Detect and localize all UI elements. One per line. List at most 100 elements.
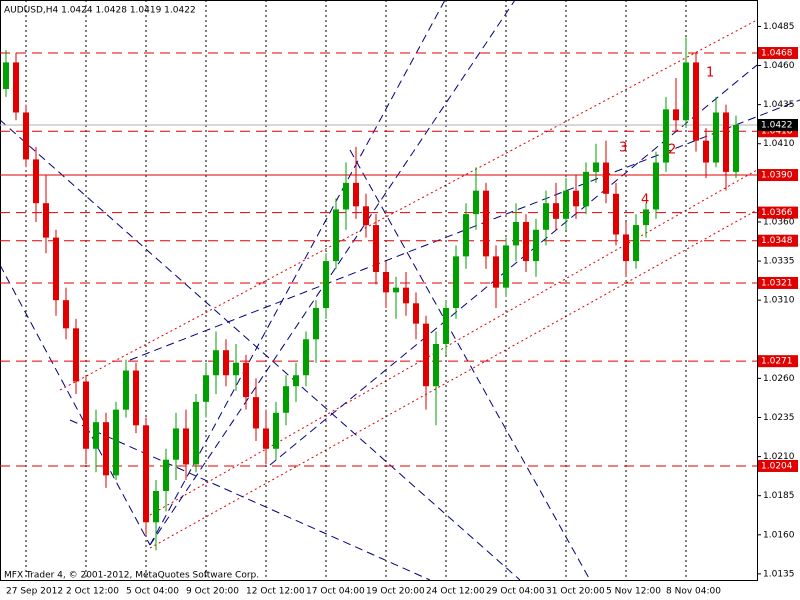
candle-body xyxy=(543,203,549,230)
candle-body xyxy=(613,193,619,235)
candle-body xyxy=(553,203,559,219)
y-tick-label: 1.0235 xyxy=(763,413,795,423)
candle-body xyxy=(203,375,209,402)
level-label: 1.0321 xyxy=(761,278,793,288)
x-tick-label: 24 Oct 12:00 xyxy=(426,587,485,597)
candle-body xyxy=(663,109,669,163)
annotation: 1 xyxy=(706,66,714,81)
candle-body xyxy=(113,409,119,476)
candle-body xyxy=(533,229,539,262)
level-label-box xyxy=(758,276,798,289)
candle-body xyxy=(213,350,219,376)
candle-body xyxy=(523,221,529,262)
candle-body xyxy=(253,397,259,429)
candle-body xyxy=(643,209,649,226)
y-tick-label: 1.0160 xyxy=(763,530,795,540)
candle-body xyxy=(33,159,39,204)
trend-line xyxy=(149,0,516,546)
candle-body xyxy=(353,182,359,207)
y-tick-label: 1.0360 xyxy=(763,217,795,227)
y-tick-label: 1.0135 xyxy=(763,569,795,579)
candle-body xyxy=(3,62,9,90)
plot-frame xyxy=(0,0,758,581)
y-tick-label: 1.0435 xyxy=(763,100,795,110)
x-tick-label: 17 Oct 04:00 xyxy=(306,587,365,597)
candle-body xyxy=(483,190,489,257)
candle-body xyxy=(513,221,519,246)
level-label: 1.0418 xyxy=(761,127,793,137)
x-tick-label: 29 Oct 04:00 xyxy=(486,587,545,597)
candle-body xyxy=(83,381,89,449)
y-tick-label: 1.0210 xyxy=(763,452,795,462)
candle-body xyxy=(733,124,739,172)
annotation: 3 xyxy=(619,141,627,156)
candle-body xyxy=(393,287,399,293)
trend-line xyxy=(69,419,431,581)
candle-body xyxy=(433,343,439,387)
level-label-box xyxy=(758,206,798,219)
y-tick-label: 1.0260 xyxy=(763,374,795,384)
level-label: 1.0204 xyxy=(761,461,793,471)
candle-body xyxy=(303,339,309,376)
candle-body xyxy=(703,140,709,163)
candle-body xyxy=(143,425,149,523)
candle-body xyxy=(313,307,319,340)
current-price-box xyxy=(758,118,798,131)
candle-body xyxy=(423,323,429,387)
level-label-box xyxy=(758,459,798,472)
candle-body xyxy=(13,62,19,113)
channel-line xyxy=(149,169,758,516)
candle-body xyxy=(193,401,199,465)
chart-title: AUDUSD,H4 1.0424 1.0428 1.0419 1.0422 xyxy=(4,6,196,16)
x-tick-label: 9 Oct 20:00 xyxy=(186,587,239,597)
candle-body xyxy=(693,62,699,141)
candle-body xyxy=(723,112,729,172)
candle-body xyxy=(473,190,479,215)
candle-body xyxy=(653,162,659,210)
candle-body xyxy=(293,375,299,387)
channel-line xyxy=(149,209,758,549)
y-tick-label: 1.0185 xyxy=(763,491,795,501)
current-price-label: 1.0422 xyxy=(761,120,793,130)
level-label: 1.0348 xyxy=(761,236,793,246)
candle-body xyxy=(153,490,159,523)
x-tick-label: 5 Nov 12:00 xyxy=(606,587,661,597)
candle-body xyxy=(593,162,599,172)
level-label: 1.0390 xyxy=(761,171,793,181)
level-label: 1.0366 xyxy=(761,208,793,218)
candle-body xyxy=(173,428,179,460)
candle-body xyxy=(263,428,269,449)
candle-body xyxy=(283,386,289,413)
annotation: 2 xyxy=(668,143,676,158)
candle-body xyxy=(493,256,499,288)
x-tick-label: 27 Sep 2012 xyxy=(6,587,63,597)
candle-body xyxy=(123,370,129,410)
candle-body xyxy=(43,203,49,238)
y-tick-label: 1.0335 xyxy=(763,257,795,267)
candle-body xyxy=(583,171,589,207)
candle-body xyxy=(373,225,379,273)
candle-body xyxy=(93,422,99,449)
candle-body xyxy=(573,190,579,207)
candle-body xyxy=(53,237,59,301)
candle-body xyxy=(413,303,419,324)
candle-body xyxy=(443,307,449,344)
level-label-box xyxy=(758,47,798,60)
y-tick-label: 1.0410 xyxy=(763,139,795,149)
candle-body xyxy=(633,225,639,262)
y-tick-label: 1.0460 xyxy=(763,61,795,71)
candle-body xyxy=(453,256,459,308)
x-tick-label: 8 Nov 04:00 xyxy=(666,587,721,597)
trend-line xyxy=(0,119,521,581)
trend-line xyxy=(0,264,151,546)
x-tick-label: 19 Oct 20:00 xyxy=(366,587,425,597)
candle-body xyxy=(133,370,139,426)
candle-body xyxy=(333,209,339,262)
candle-body xyxy=(23,112,29,160)
candle-body xyxy=(713,112,719,163)
trend-line xyxy=(349,149,591,581)
channel-line xyxy=(59,19,758,391)
y-tick-label: 1.0485 xyxy=(763,22,795,32)
